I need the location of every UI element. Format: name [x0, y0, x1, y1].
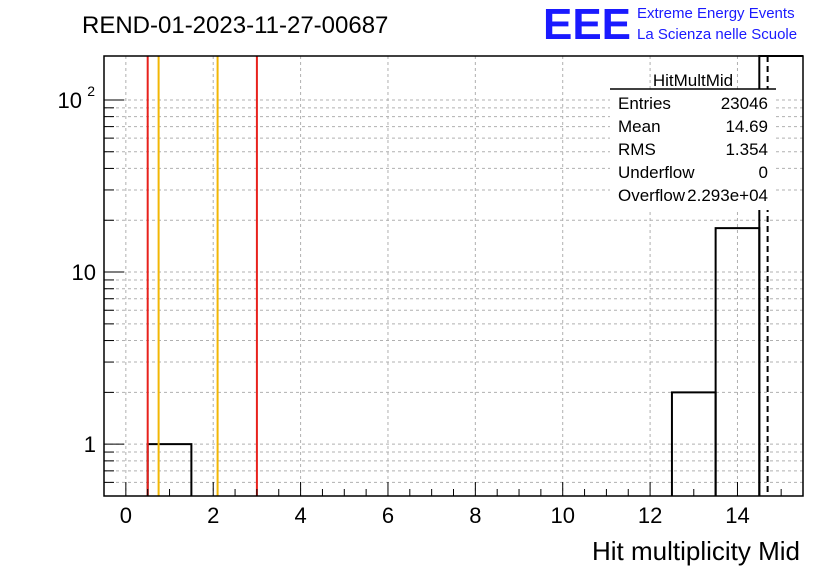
x-tick-label: 2: [207, 503, 219, 528]
y-tick-exponent: 2: [87, 83, 95, 99]
stats-label: Entries: [618, 94, 671, 113]
logo-line2: La Scienza nelle Scuole: [637, 26, 797, 43]
y-tick-label: 10: [58, 88, 82, 113]
stats-box-bg: [610, 89, 776, 210]
y-tick-label: 10: [72, 260, 96, 285]
eee-logo: EEE Extreme Energy Events La Scienza nel…: [543, 0, 797, 49]
stats-value: 23046: [721, 94, 768, 113]
x-tick-label: 14: [725, 503, 749, 528]
logo-line1: Extreme Energy Events: [637, 5, 795, 22]
x-tick-label: 4: [294, 503, 306, 528]
x-tick-label: 6: [382, 503, 394, 528]
x-tick-label: 0: [120, 503, 132, 528]
x-tick-label: 10: [550, 503, 574, 528]
x-tick-label: 12: [638, 503, 662, 528]
stats-value: 0: [759, 163, 768, 182]
stats-label: Mean: [618, 117, 661, 136]
stats-value: 1.354: [725, 140, 768, 159]
stats-title: HitMultMid: [653, 71, 733, 90]
stats-box: HitMultMid Entries 23046 Mean 14.69 RMS 1.354 U…: [610, 71, 776, 210]
chart-title: REND-01-2023-11-27-00687: [82, 12, 388, 39]
stats-label: Underflow: [618, 163, 695, 182]
y-axis-ticks: 1 10 10 2: [58, 83, 124, 483]
stats-label: Overflow: [618, 186, 686, 205]
x-axis-ticks: 0 2 4 6 8 10 12 14: [103, 482, 804, 528]
x-axis-label: Hit multiplicity Mid: [592, 536, 800, 566]
logo-mark: EEE: [543, 0, 631, 49]
stats-value: 14.69: [725, 117, 768, 136]
stats-label: RMS: [618, 140, 656, 159]
y-tick-label: 1: [84, 432, 96, 457]
stats-value: 2.293e+04: [687, 186, 768, 205]
x-tick-label: 8: [469, 503, 481, 528]
